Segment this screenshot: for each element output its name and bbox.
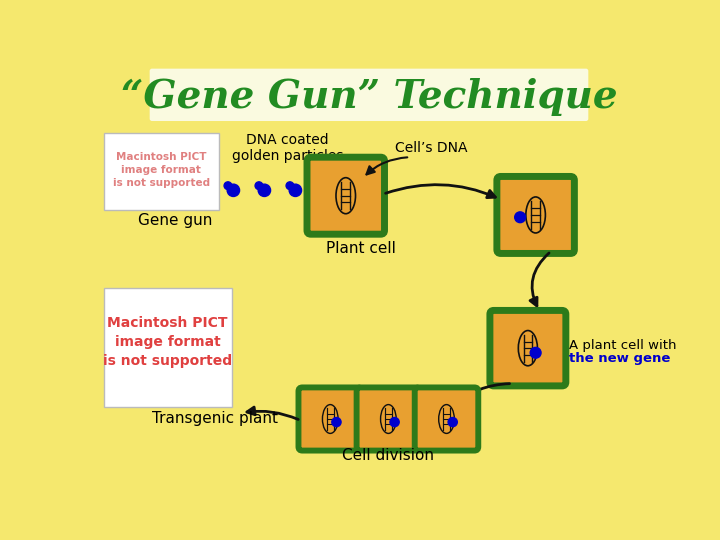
Text: Transgenic plant: Transgenic plant [152, 411, 278, 427]
Text: “Gene Gun” Technique: “Gene Gun” Technique [121, 78, 617, 116]
Circle shape [332, 417, 341, 427]
Text: Plant cell: Plant cell [326, 240, 396, 255]
Text: is not supported: is not supported [103, 354, 232, 368]
Text: the new gene: the new gene [569, 352, 670, 365]
Text: Gene gun: Gene gun [138, 213, 212, 228]
Text: image format: image format [114, 335, 220, 349]
FancyBboxPatch shape [415, 387, 478, 450]
Text: Cell’s DNA: Cell’s DNA [395, 141, 467, 155]
Text: is not supported: is not supported [113, 178, 210, 188]
Text: Macintosh PICT: Macintosh PICT [107, 316, 228, 330]
Circle shape [255, 182, 263, 190]
Text: Cell division: Cell division [343, 448, 434, 463]
Circle shape [530, 347, 541, 358]
Text: image format: image format [122, 165, 201, 176]
Circle shape [448, 417, 457, 427]
Circle shape [286, 182, 294, 190]
Circle shape [390, 417, 399, 427]
Text: DNA coated
golden particles: DNA coated golden particles [232, 132, 343, 163]
Ellipse shape [336, 178, 356, 214]
FancyBboxPatch shape [490, 310, 566, 386]
Circle shape [228, 184, 240, 197]
Text: Macintosh PICT: Macintosh PICT [116, 152, 207, 162]
Ellipse shape [381, 404, 396, 434]
FancyBboxPatch shape [104, 288, 232, 408]
Circle shape [289, 184, 302, 197]
Text: A plant cell with: A plant cell with [569, 339, 677, 353]
Ellipse shape [526, 197, 545, 233]
FancyBboxPatch shape [104, 132, 219, 210]
Ellipse shape [518, 330, 537, 366]
FancyBboxPatch shape [356, 387, 420, 450]
Ellipse shape [323, 404, 338, 434]
Circle shape [224, 182, 232, 190]
Ellipse shape [438, 404, 454, 434]
FancyBboxPatch shape [497, 177, 575, 253]
Circle shape [258, 184, 271, 197]
Circle shape [515, 212, 526, 222]
FancyBboxPatch shape [307, 157, 384, 234]
FancyBboxPatch shape [299, 387, 362, 450]
FancyBboxPatch shape [150, 69, 588, 121]
